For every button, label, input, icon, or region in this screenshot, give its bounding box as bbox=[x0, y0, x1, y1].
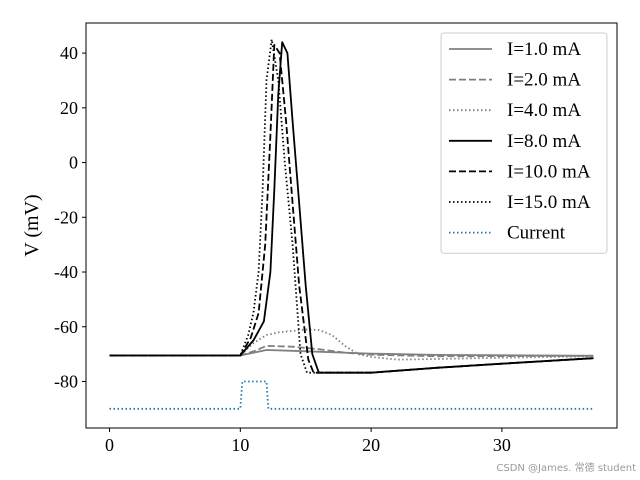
y-axis-label: V (mV) bbox=[21, 194, 43, 256]
x-tick-label: 30 bbox=[493, 435, 511, 455]
series-line-4 bbox=[109, 44, 594, 374]
x-tick-label: 10 bbox=[231, 435, 249, 455]
legend-label: I=2.0 mA bbox=[507, 70, 581, 91]
legend-box bbox=[440, 32, 608, 254]
legend-label: I=4.0 mA bbox=[507, 100, 581, 121]
series-layer bbox=[109, 38, 594, 410]
legend-label: I=10.0 mA bbox=[507, 161, 591, 182]
legend-label: I=15.0 mA bbox=[507, 192, 591, 213]
watermark-text: CSDN @James. 常德 student bbox=[496, 463, 636, 474]
series-line-2 bbox=[109, 328, 594, 361]
y-tick-label: -60 bbox=[54, 317, 78, 337]
legend-label: I=8.0 mA bbox=[507, 131, 581, 152]
y-tick-label: 20 bbox=[60, 98, 78, 118]
x-tick-label: 0 bbox=[105, 435, 114, 455]
series-line-1 bbox=[109, 344, 594, 358]
y-tick-label: -40 bbox=[54, 262, 78, 282]
ticks-layer: 0 10 20 30 -80 -60 -40 -20 0 20 40 bbox=[54, 43, 511, 455]
x-tick-label: 20 bbox=[362, 435, 380, 455]
y-tick-label: 0 bbox=[69, 153, 78, 173]
legend-label: I=1.0 mA bbox=[507, 39, 581, 60]
series-line-6 bbox=[109, 380, 594, 410]
legend: I=1.0 mA I=2.0 mA I=4.0 mA I=8.0 mA I=10.0 m… bbox=[440, 32, 608, 254]
plot-frame bbox=[85, 22, 618, 429]
y-tick-label: 40 bbox=[60, 43, 78, 63]
legend-label: Current bbox=[507, 223, 566, 244]
y-tick-label: -80 bbox=[54, 371, 78, 391]
y-tick-label: -20 bbox=[54, 207, 78, 227]
